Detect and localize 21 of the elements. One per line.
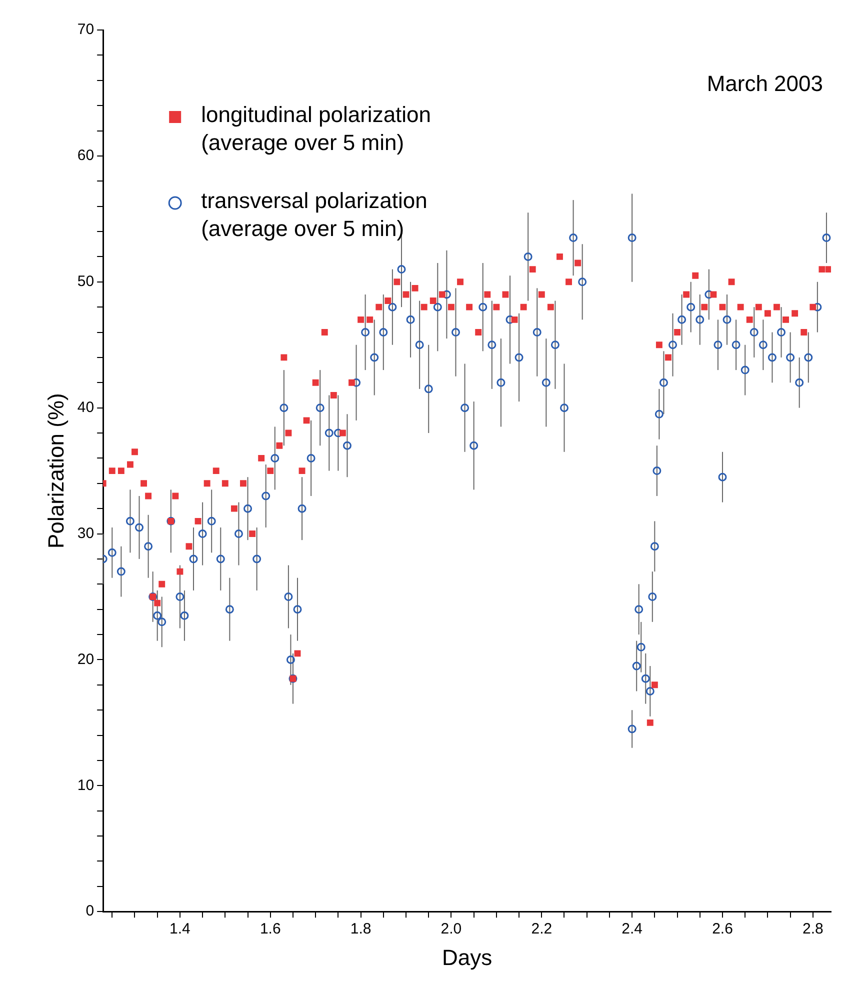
y-tick-label: 40: [77, 398, 94, 416]
y-tick-label: 10: [77, 776, 94, 794]
x-axis-title: Days: [442, 944, 492, 970]
y-tick-label: 50: [77, 273, 94, 290]
y-tick-label: 30: [77, 524, 94, 542]
text: March 2003: [706, 71, 823, 96]
y-tick-label: 20: [77, 650, 94, 668]
x-tick-label: 1.8: [350, 920, 372, 938]
legend-label: transversal polarization (average over 5 min): [201, 188, 428, 242]
x-tick-label: 2.2: [531, 920, 552, 938]
x-tick-label: 2.6: [712, 920, 733, 938]
x-tick-label: 1.4: [170, 920, 190, 938]
x-tick-label: 2.8: [802, 920, 824, 938]
y-axis-title: Polarization (%): [43, 393, 68, 548]
legend-label: longitudinal polarization (average over 5 min): [201, 102, 432, 156]
y-tick-label: 0: [86, 902, 94, 920]
x-tick-label: 2.0: [440, 920, 462, 938]
y-tick-label: 70: [77, 21, 94, 38]
x-tick-label: 1.6: [260, 920, 281, 938]
y-tick-label: 60: [77, 147, 94, 164]
x-tick-label: 2.4: [622, 920, 642, 938]
